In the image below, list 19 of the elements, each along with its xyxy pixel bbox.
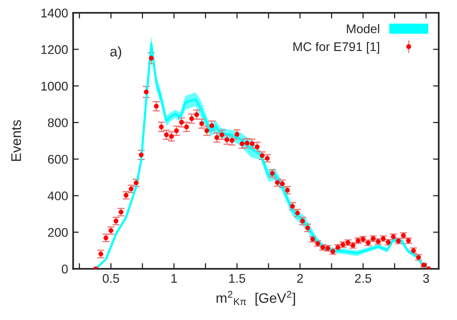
y-tick-label: 1000 (41, 82, 68, 91)
y-tick-label: 800 (48, 118, 68, 128)
y-tick-label: 400 (48, 191, 68, 200)
y-tick-label: 0 (62, 264, 68, 274)
legend-label: Model (346, 24, 380, 34)
y-tick-label: 1400 (41, 8, 68, 18)
annotation: a) (110, 46, 122, 60)
x-tick-label: 3 (423, 274, 430, 283)
x-tick-label: 1 (171, 274, 177, 283)
x-tick-label: 0.5 (102, 274, 120, 283)
x-tick-label: 1.5 (229, 274, 246, 283)
y-tick-label: 600 (48, 154, 68, 164)
x-axis-title: m$^{2}$$_{Kπ}$ [GeV$^{2}$] (216, 290, 296, 306)
y-axis-title: Events (11, 120, 22, 161)
y-tick-label: 200 (48, 228, 68, 237)
x-tick-label: 2.5 (355, 274, 372, 283)
y-tick-label: 1200 (41, 45, 68, 54)
legend-label: MC for E791 [1] (293, 42, 380, 54)
x-tick-label: 2 (297, 274, 303, 283)
